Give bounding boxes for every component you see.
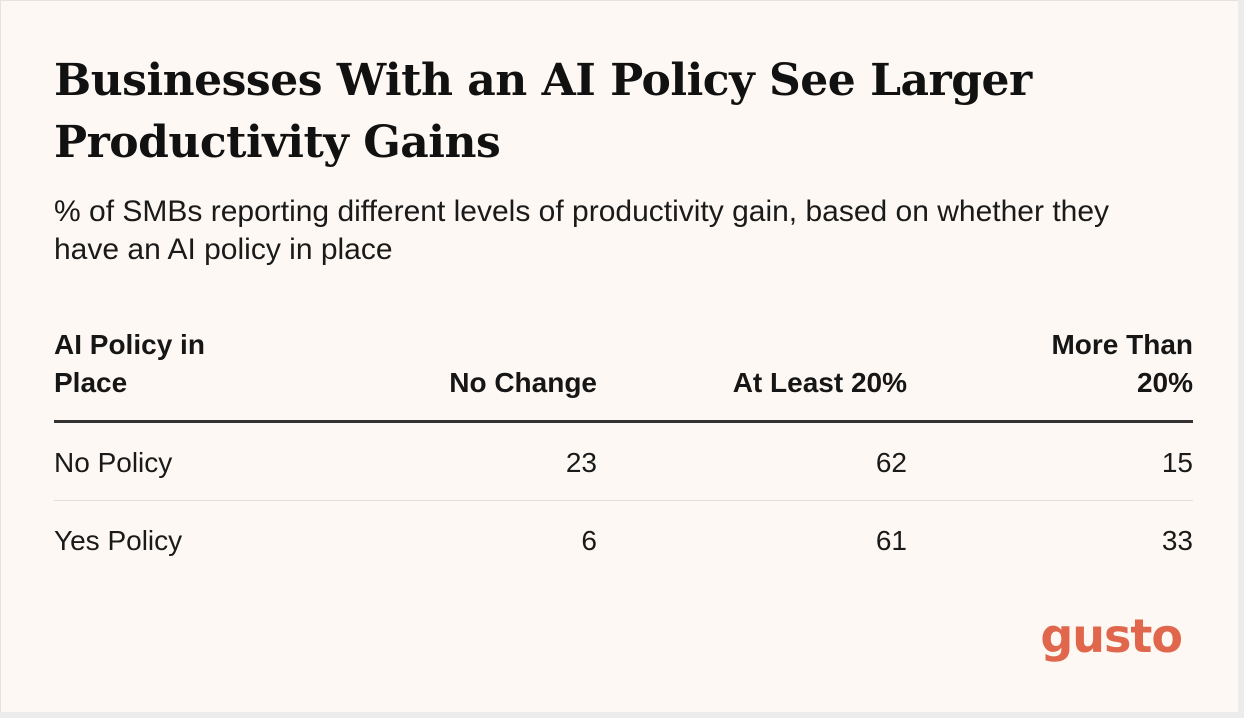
cell-no-change: 6 — [581, 525, 597, 556]
column-header-at-least-20: At Least 20% — [732, 367, 907, 398]
table-header: AI Policy in Place No Change At Least 20… — [54, 326, 1193, 423]
row-label: No Policy — [54, 447, 173, 478]
table-row: Yes Policy 6 61 33 — [54, 501, 1193, 578]
table-body: No Policy 23 62 15 Yes Policy 6 61 33 — [54, 423, 1193, 578]
column-header-no-change: No Change — [449, 367, 597, 398]
table-row: No Policy 23 62 15 — [54, 423, 1193, 501]
column-header-more-than-20: More Than 20% — [1051, 329, 1193, 398]
cell-more-than-20: 33 — [1161, 525, 1193, 556]
cell-at-least-20: 62 — [875, 447, 907, 478]
card-border — [0, 0, 1238, 712]
cell-no-change: 23 — [565, 447, 597, 478]
row-label: Yes Policy — [54, 525, 183, 556]
column-header-policy: AI Policy in Place — [54, 329, 205, 398]
gusto-logo: gusto — [1040, 609, 1183, 663]
cell-more-than-20: 15 — [1161, 447, 1193, 478]
chart-title: Businesses With an AI Policy See Larger … — [54, 55, 1032, 168]
chart-subtitle: % of SMBs reporting different levels of … — [54, 195, 1110, 266]
cell-at-least-20: 61 — [875, 525, 907, 556]
data-table: AI Policy in Place No Change At Least 20… — [54, 326, 1193, 578]
